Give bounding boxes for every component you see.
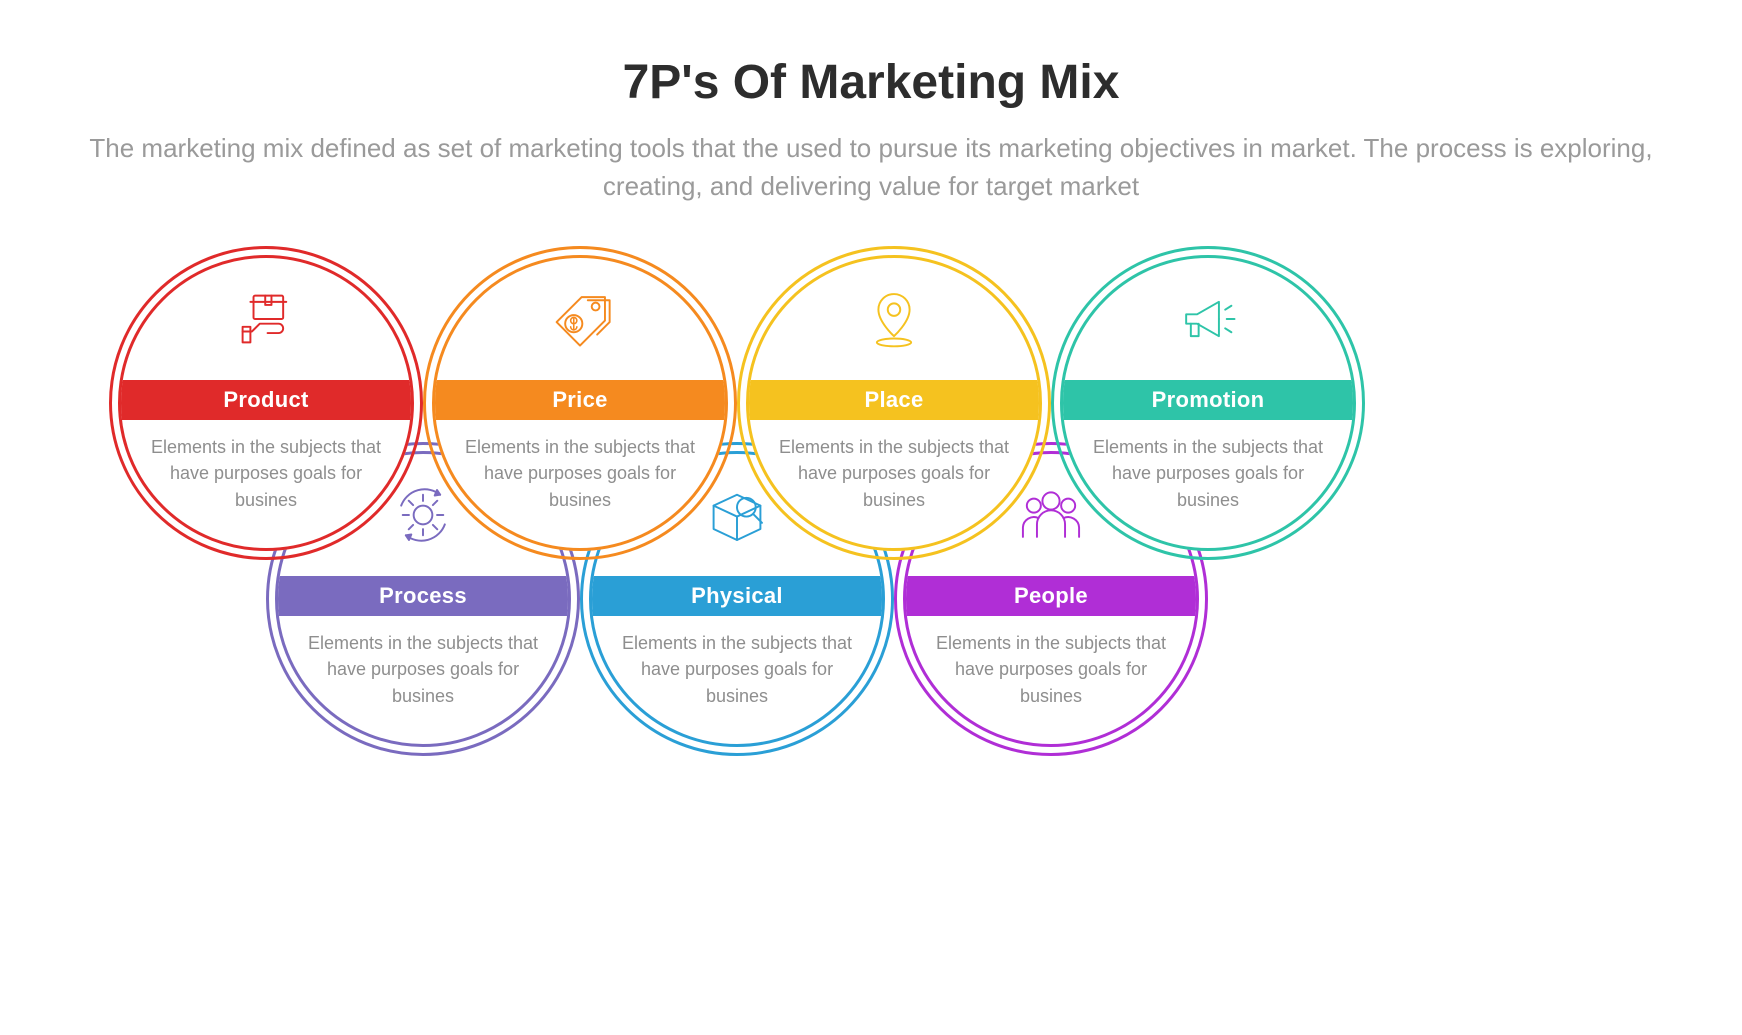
circle-label: Promotion: [1063, 380, 1353, 420]
circle-label: Place: [749, 380, 1039, 420]
circle-description: Elements in the subjects that have purpo…: [906, 616, 1196, 708]
seven-p-diagram: Process Elements in the subjects that ha…: [0, 255, 1742, 875]
circle-product: Product Elements in the subjects that ha…: [118, 255, 414, 551]
circle-description: Elements in the subjects that have purpo…: [435, 420, 725, 512]
box-hand-icon: [121, 258, 411, 380]
page-title: 7P's Of Marketing Mix: [0, 55, 1742, 110]
circle-place: Place Elements in the subjects that have…: [746, 255, 1042, 551]
price-tag-icon: [435, 258, 725, 380]
map-pin-icon: [749, 258, 1039, 380]
circle-price: Price Elements in the subjects that have…: [432, 255, 728, 551]
circle-label: Process: [278, 576, 568, 616]
circle-description: Elements in the subjects that have purpo…: [592, 616, 882, 708]
circle-label: Price: [435, 380, 725, 420]
circle-label: People: [906, 576, 1196, 616]
circle-promotion: Promotion Elements in the subjects that …: [1060, 255, 1356, 551]
circle-description: Elements in the subjects that have purpo…: [121, 420, 411, 512]
circle-description: Elements in the subjects that have purpo…: [1063, 420, 1353, 512]
circle-label: Product: [121, 380, 411, 420]
megaphone-icon: [1063, 258, 1353, 380]
page-subtitle: The marketing mix defined as set of mark…: [0, 130, 1742, 205]
circle-label: Physical: [592, 576, 882, 616]
circle-description: Elements in the subjects that have purpo…: [749, 420, 1039, 512]
circle-description: Elements in the subjects that have purpo…: [278, 616, 568, 708]
